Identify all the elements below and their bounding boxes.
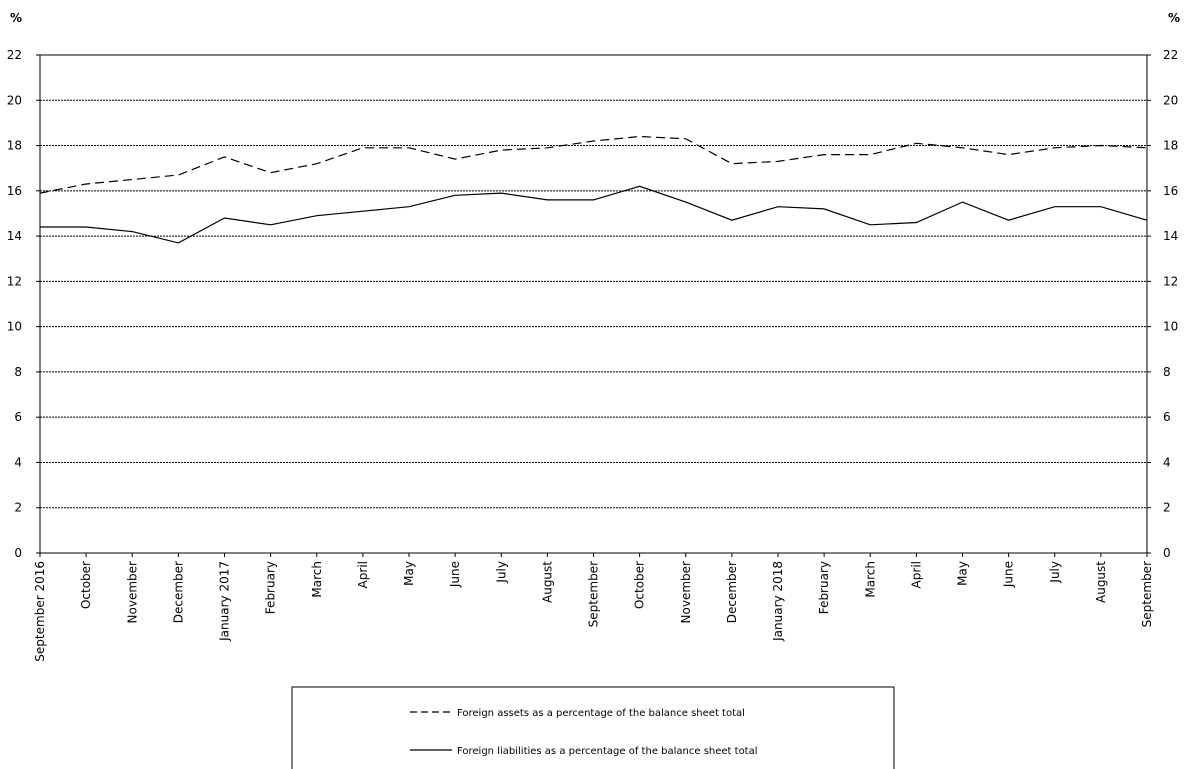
x-tick-label: May	[956, 561, 970, 586]
x-tick-label: November	[679, 561, 693, 623]
x-tick-label: January 2017	[218, 561, 232, 642]
y-tick-label-left: 14	[7, 229, 22, 243]
legend-label-assets: Foreign assets as a percentage of the ba…	[457, 708, 745, 719]
series-line-foreign-liabilities	[40, 185, 1148, 244]
y-tick-label-right: 12	[1163, 274, 1178, 288]
y-tick-label-right: 10	[1163, 320, 1178, 334]
y-tick-label-left: 4	[14, 455, 22, 469]
series-line-foreign-assets	[39, 135, 1148, 194]
x-tick-label: December	[171, 561, 185, 623]
y-tick-label-right: 8	[1163, 365, 1171, 379]
x-tick-label: October	[79, 561, 93, 609]
y-tick-label-right: 14	[1163, 229, 1178, 243]
x-tick-label: May	[402, 561, 416, 586]
x-tick-label: November	[125, 561, 139, 623]
x-tick-label: July	[1048, 561, 1062, 584]
x-tick-label: January 2018	[771, 561, 785, 642]
y-tick-label-right: 16	[1163, 184, 1178, 198]
plot-frame	[39, 54, 1148, 554]
y-tick-label-right: 22	[1163, 48, 1178, 62]
y-tick-label-left: 2	[14, 501, 22, 515]
y-tick-label-left: 8	[14, 365, 22, 379]
y-tick-label-left: 22	[7, 48, 22, 62]
y-tick-label-right: 18	[1163, 139, 1178, 153]
x-tick-label: August	[540, 561, 554, 603]
x-tick-label: March	[310, 561, 324, 598]
gridlines	[40, 99, 1147, 509]
y-tick-label-right: 6	[1163, 410, 1171, 424]
y-tick-label-right: 20	[1163, 93, 1178, 107]
x-tick-label: October	[633, 561, 647, 609]
x-tick-label: July	[494, 561, 508, 584]
x-tick-label: December	[725, 561, 739, 623]
x-tick-label: June	[1002, 561, 1016, 588]
x-tick-label: September	[1140, 561, 1154, 627]
y-tick-label-left: 12	[7, 274, 22, 288]
x-tick-label: April	[909, 561, 923, 588]
y-tick-label-left: 0	[14, 546, 22, 560]
x-tick-label: April	[356, 561, 370, 588]
x-tick-label: February	[264, 561, 278, 614]
x-tick-label: September	[587, 561, 601, 627]
y-tick-label-left: 10	[7, 320, 22, 334]
y-tick-label-right: 2	[1163, 501, 1171, 515]
y-tick-label-left: 16	[7, 184, 22, 198]
y-tick-label-left: 20	[7, 93, 22, 107]
x-tick-label: June	[448, 561, 462, 588]
x-tick-label: September 2016	[33, 561, 47, 662]
x-tick-label: August	[1094, 561, 1108, 603]
y-tick-label-right: 4	[1163, 455, 1171, 469]
legend: Foreign assets as a percentage of the ba…	[291, 686, 895, 769]
y-tick-label-right: 0	[1163, 546, 1171, 560]
legend-label-liabilities: Foreign liabilities as a percentage of t…	[457, 746, 758, 757]
y-axis-unit-right: %	[1168, 11, 1180, 25]
series-lines	[39, 135, 1148, 244]
x-axis-ticks: September 2016 October November December Jan…	[33, 553, 1154, 662]
y-tick-label-left: 18	[7, 139, 22, 153]
x-tick-label: March	[863, 561, 877, 598]
x-tick-label: February	[817, 561, 831, 614]
legend-box	[291, 686, 895, 769]
y-tick-label-left: 6	[14, 410, 22, 424]
y-axis-unit-left: %	[10, 11, 22, 25]
